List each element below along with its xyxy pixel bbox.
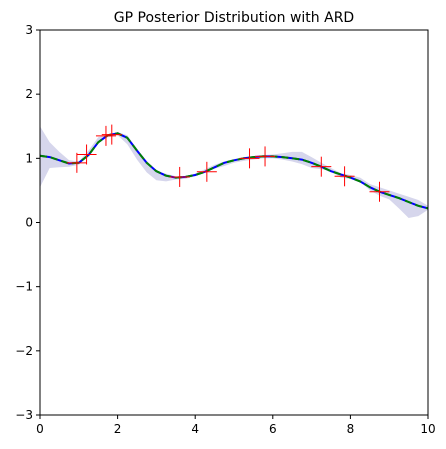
x-tick-label: 0 (36, 422, 44, 436)
x-tick-label: 2 (114, 422, 122, 436)
x-tick-label: 8 (347, 422, 355, 436)
y-tick-label: 3 (25, 23, 33, 37)
true-function-line (40, 133, 428, 208)
x-tick-label: 4 (191, 422, 199, 436)
y-tick-label: 0 (25, 216, 33, 230)
observation-marker (197, 162, 217, 182)
plot-area (40, 125, 428, 218)
observation-marker (170, 167, 190, 187)
observation-marker (370, 182, 390, 202)
confidence-band (40, 126, 428, 218)
observation-marker (240, 148, 260, 168)
observation-marker (255, 146, 275, 166)
x-tick-label: 10 (420, 422, 435, 436)
y-tick-label: −3 (15, 408, 33, 422)
x-tick-label: 6 (269, 422, 277, 436)
axes-frame (40, 30, 428, 415)
axes: 0 2 4 6 8 10 −3 −2 −1 0 1 2 3 (15, 23, 435, 436)
y-tick-label: 2 (25, 87, 33, 101)
posterior-mean-line (40, 133, 428, 208)
y-tick-label: −1 (15, 280, 33, 294)
y-tick-label: 1 (25, 151, 33, 165)
y-tick-label: −2 (15, 344, 33, 358)
observation-marker (102, 125, 122, 145)
chart-title: GP Posterior Distribution with ARD (114, 10, 354, 26)
observation-marker (335, 166, 355, 186)
